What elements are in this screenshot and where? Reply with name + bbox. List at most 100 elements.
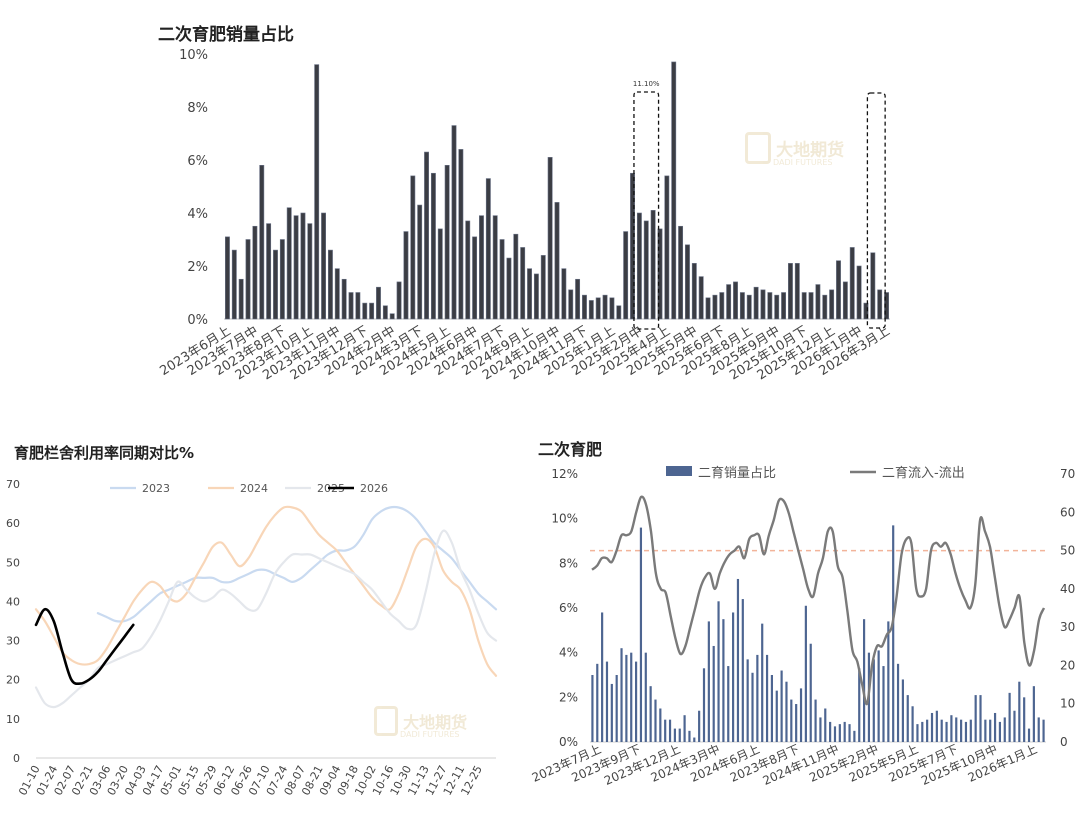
bar bbox=[877, 650, 880, 742]
left-y-tick-label: 0% bbox=[559, 735, 578, 749]
bar bbox=[410, 175, 416, 320]
watermark-logo: 大地期货 DADI FUTURES bbox=[745, 132, 844, 167]
bar bbox=[623, 231, 629, 320]
bar bbox=[279, 239, 285, 320]
bar bbox=[334, 268, 340, 320]
bar bbox=[788, 263, 793, 320]
bar bbox=[479, 215, 484, 320]
bar bbox=[733, 281, 738, 320]
bar bbox=[901, 679, 904, 742]
bar bbox=[809, 643, 812, 742]
bar bbox=[424, 151, 429, 320]
y-tick-label: 10 bbox=[6, 713, 20, 726]
bar bbox=[657, 228, 663, 320]
bar bbox=[485, 178, 491, 320]
bar bbox=[836, 260, 841, 320]
bar bbox=[286, 207, 292, 320]
bar bbox=[719, 292, 725, 320]
legend-label: 2026 bbox=[360, 482, 388, 495]
bar bbox=[863, 302, 869, 320]
bar-chart: 0%2%4%6%8%10%2023年6月上2023年7月中2023年8月下202… bbox=[157, 48, 892, 383]
bar bbox=[1032, 686, 1035, 742]
right-y-tick-label: 30 bbox=[1060, 620, 1075, 634]
bar bbox=[1023, 697, 1026, 742]
bar bbox=[568, 289, 574, 320]
bar bbox=[989, 719, 992, 742]
chart-title: 二次育肥销量占比 bbox=[158, 25, 294, 45]
bar bbox=[659, 708, 662, 742]
series-line-2026 bbox=[34, 607, 135, 686]
bar bbox=[848, 724, 851, 742]
bar bbox=[389, 313, 395, 320]
line-chart: 01020304050607001-1001-2402-0702-2103-06… bbox=[6, 478, 498, 798]
bar bbox=[630, 652, 633, 742]
y-tick-label: 2% bbox=[187, 260, 208, 275]
bar bbox=[238, 278, 244, 320]
combo-chart-panel: 二次育肥 0% 2% 4% 6% 8% 10% 12% 0 10 20 30 40 50 60 70 二育销量… bbox=[520, 430, 1080, 816]
bar bbox=[588, 300, 594, 320]
y-tick-label: 40 bbox=[6, 595, 20, 608]
left-y-tick-label: 2% bbox=[559, 690, 578, 704]
bar bbox=[341, 278, 347, 320]
y-tick-label: 60 bbox=[6, 517, 20, 530]
right-y-tick-label: 10 bbox=[1060, 697, 1075, 711]
bar bbox=[705, 297, 711, 320]
bar bbox=[921, 721, 924, 742]
bar bbox=[945, 721, 948, 742]
bar bbox=[964, 721, 968, 742]
right-y-tick-label: 20 bbox=[1060, 658, 1075, 672]
series-line-2024 bbox=[34, 505, 498, 677]
bar bbox=[376, 286, 381, 320]
bar bbox=[1008, 692, 1011, 742]
bar bbox=[815, 284, 821, 320]
bar bbox=[664, 719, 667, 742]
bar bbox=[1013, 710, 1016, 742]
bar bbox=[688, 730, 691, 742]
right-y-tick-label: 40 bbox=[1060, 582, 1075, 596]
bar bbox=[916, 724, 919, 742]
bar bbox=[615, 675, 618, 742]
y-tick-label: 0% bbox=[187, 313, 208, 328]
bar bbox=[678, 728, 681, 742]
bar bbox=[940, 719, 943, 742]
combo-chart: 0% 2% 4% 6% 8% 10% 12% 0 10 20 30 40 50 60 70 二育销量占比 二育流… bbox=[530, 465, 1076, 788]
bar bbox=[969, 719, 972, 742]
bar bbox=[444, 165, 450, 320]
left-y-tick-label: 12% bbox=[551, 467, 578, 481]
bar bbox=[984, 719, 987, 742]
bar bbox=[499, 239, 505, 320]
bar bbox=[533, 273, 539, 320]
bar bbox=[882, 666, 885, 742]
bar bbox=[801, 292, 807, 320]
bar bbox=[736, 578, 740, 742]
bar bbox=[974, 695, 977, 742]
legend-label: 二育流入-流出 bbox=[882, 465, 965, 481]
bar bbox=[355, 292, 361, 320]
bar bbox=[465, 220, 471, 320]
bar bbox=[849, 247, 855, 320]
bar bbox=[858, 668, 861, 742]
left-y-tick-label: 10% bbox=[551, 512, 578, 526]
chart-title: 育肥栏舍利用率同期对比% bbox=[14, 444, 195, 462]
bar bbox=[1027, 728, 1031, 742]
y-tick-label: 0 bbox=[13, 752, 20, 765]
bar bbox=[799, 688, 803, 742]
bar bbox=[712, 645, 715, 742]
bar bbox=[751, 672, 754, 742]
bar bbox=[231, 249, 237, 320]
y-tick-label: 20 bbox=[6, 674, 20, 687]
bar bbox=[506, 257, 512, 320]
bar bbox=[362, 302, 368, 320]
bar bbox=[795, 704, 798, 742]
bar bbox=[838, 724, 841, 742]
series-line-2025 bbox=[34, 529, 498, 709]
bar bbox=[702, 668, 706, 742]
y-tick-label: 10% bbox=[179, 48, 208, 63]
bar bbox=[698, 276, 704, 320]
bar bbox=[327, 249, 333, 320]
bar bbox=[266, 223, 272, 320]
bar bbox=[348, 292, 354, 320]
bar bbox=[746, 294, 752, 320]
bar bbox=[1037, 717, 1040, 742]
bar bbox=[596, 663, 599, 742]
